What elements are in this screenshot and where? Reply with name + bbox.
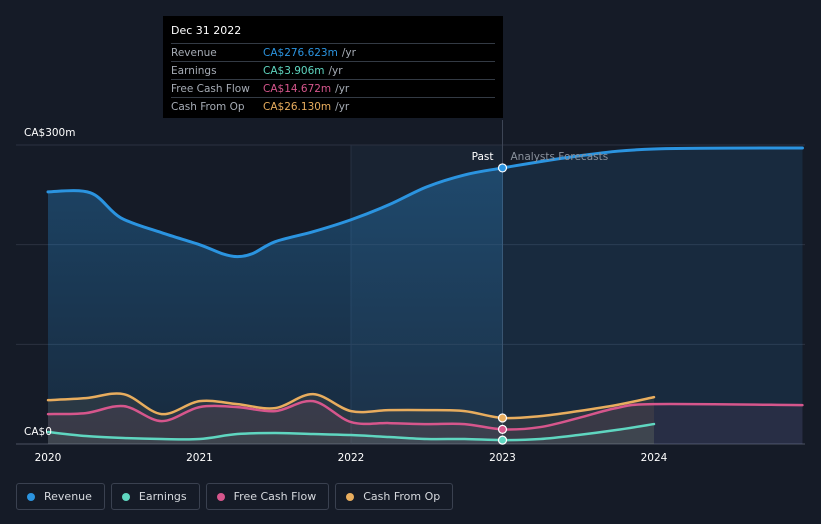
marker-earnings xyxy=(497,435,508,445)
tooltip-unit: /yr xyxy=(335,82,350,95)
legend-dot-icon xyxy=(27,492,35,501)
legend-item-earnings[interactable]: Earnings xyxy=(110,483,200,510)
marker-revenue xyxy=(497,163,508,173)
past-label: Past xyxy=(472,151,494,163)
tooltip-value: CA$276.623m xyxy=(263,46,338,59)
tooltip-row-earnings: Earnings CA$3.906m /yr xyxy=(171,61,495,79)
tooltip-row-free-cash-flow: Free Cash Flow CA$14.672m /yr xyxy=(171,79,495,97)
legend: Revenue Earnings Free Cash Flow Cash Fro… xyxy=(16,483,454,510)
tooltip-unit: /yr xyxy=(328,64,343,77)
chart: CA$300m CA$0 2020 2021 2022 2023 2024 Past Analy… xyxy=(16,120,805,464)
y-tick-label: CA$300m xyxy=(24,127,75,139)
tooltip: Dec 31 2022 Revenue CA$276.623m /yr Earn… xyxy=(163,16,503,118)
legend-dot-icon xyxy=(121,492,130,501)
legend-item-free-cash-flow[interactable]: Free Cash Flow xyxy=(205,483,330,510)
x-tick-label: 2023 xyxy=(489,452,516,464)
tooltip-date: Dec 31 2022 xyxy=(171,24,242,37)
line-free-cash-flow xyxy=(46,399,804,431)
forecast-label: Analysts Forecasts xyxy=(511,151,609,163)
legend-item-revenue[interactable]: Revenue xyxy=(16,483,105,510)
tooltip-label: Earnings xyxy=(171,64,217,77)
tooltip-label: Free Cash Flow xyxy=(171,82,250,95)
tooltip-value: CA$3.906m xyxy=(263,64,325,77)
tooltip-row-revenue: Revenue CA$276.623m /yr xyxy=(171,43,495,61)
legend-label: Revenue xyxy=(44,490,92,503)
tooltip-unit: /yr xyxy=(341,46,356,59)
tooltip-row-cash-from-op: Cash From Op CA$26.130m /yr xyxy=(171,97,495,115)
area-revenue-forecast xyxy=(503,147,803,444)
legend-dot-icon xyxy=(346,492,355,501)
legend-label: Free Cash Flow xyxy=(233,490,317,503)
x-tick-label: 2021 xyxy=(186,452,213,464)
legend-dot-icon xyxy=(216,492,225,501)
x-tick-label: 2024 xyxy=(641,452,668,464)
area-revenue-past xyxy=(48,167,503,444)
line-earnings xyxy=(46,422,656,442)
line-cash-from-op xyxy=(46,392,656,420)
y-tick-label: CA$0 xyxy=(24,426,52,438)
x-tick-label: 2020 xyxy=(35,452,62,464)
x-tick-label: 2022 xyxy=(338,452,365,464)
tooltip-value: CA$26.130m xyxy=(263,100,332,113)
tooltip-value: CA$14.672m xyxy=(263,82,332,95)
line-revenue xyxy=(46,146,804,259)
marker-cash-from-op xyxy=(497,413,508,423)
tooltip-label: Revenue xyxy=(171,46,217,59)
marker-free-cash-flow xyxy=(497,424,508,434)
legend-item-cash-from-op[interactable]: Cash From Op xyxy=(335,483,454,510)
legend-label: Earnings xyxy=(138,490,187,503)
legend-label: Cash From Op xyxy=(363,490,441,503)
tooltip-label: Cash From Op xyxy=(171,100,245,113)
tooltip-unit: /yr xyxy=(335,100,350,113)
